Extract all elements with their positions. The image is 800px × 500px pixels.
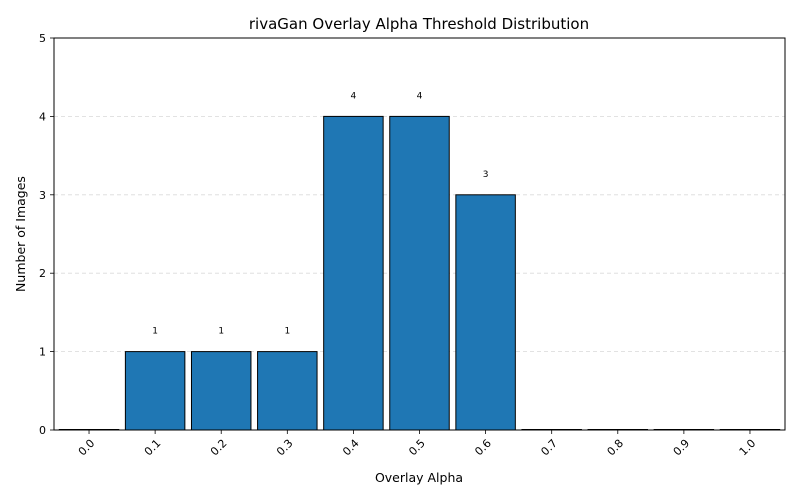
y-tick-label: 4 [39,110,46,123]
bar-value-label: 3 [483,170,489,180]
y-ticks: 0 1 2 3 4 5 [39,32,54,437]
bar-value-label: 1 [152,327,158,337]
bar [323,115,384,431]
x-tick-label: 0.1 [142,437,164,459]
x-tick-label: 0.2 [208,437,230,459]
x-tick-label: 0.4 [340,437,362,459]
x-tick-label: 1.0 [737,437,759,459]
bar [190,351,252,431]
y-tick-label: 2 [39,267,46,280]
x-tick-label: 0.8 [605,437,627,459]
x-axis-label: Overlay Alpha [375,470,463,485]
x-ticks: 0.0 0.1 0.2 0.3 0.4 0.5 0.6 0.7 0.8 0.9 1.0 [76,430,759,459]
data-labels: 1 1 1 4 4 3 [152,91,488,336]
bar [257,351,318,431]
bar-value-label: 1 [218,327,224,337]
y-tick-label: 1 [39,346,46,359]
chart-title: rivaGan Overlay Alpha Threshold Distribu… [249,15,589,33]
bar-value-label: 4 [351,91,357,101]
bar [124,351,186,431]
x-tick-label: 0.0 [76,437,98,459]
x-tick-label: 0.5 [406,437,428,459]
bar-value-label: 1 [284,327,290,337]
bar [389,115,450,431]
bar-value-label: 4 [417,91,423,101]
y-tick-label: 5 [39,32,46,45]
x-tick-label: 0.6 [472,437,494,459]
bar [455,194,516,431]
y-tick-label: 3 [39,189,46,202]
x-tick-label: 0.7 [538,437,560,459]
y-axis-label: Number of Images [13,176,28,292]
x-tick-label: 0.9 [671,437,693,459]
x-tick-label: 0.3 [274,437,296,459]
y-tick-label: 0 [39,424,46,437]
